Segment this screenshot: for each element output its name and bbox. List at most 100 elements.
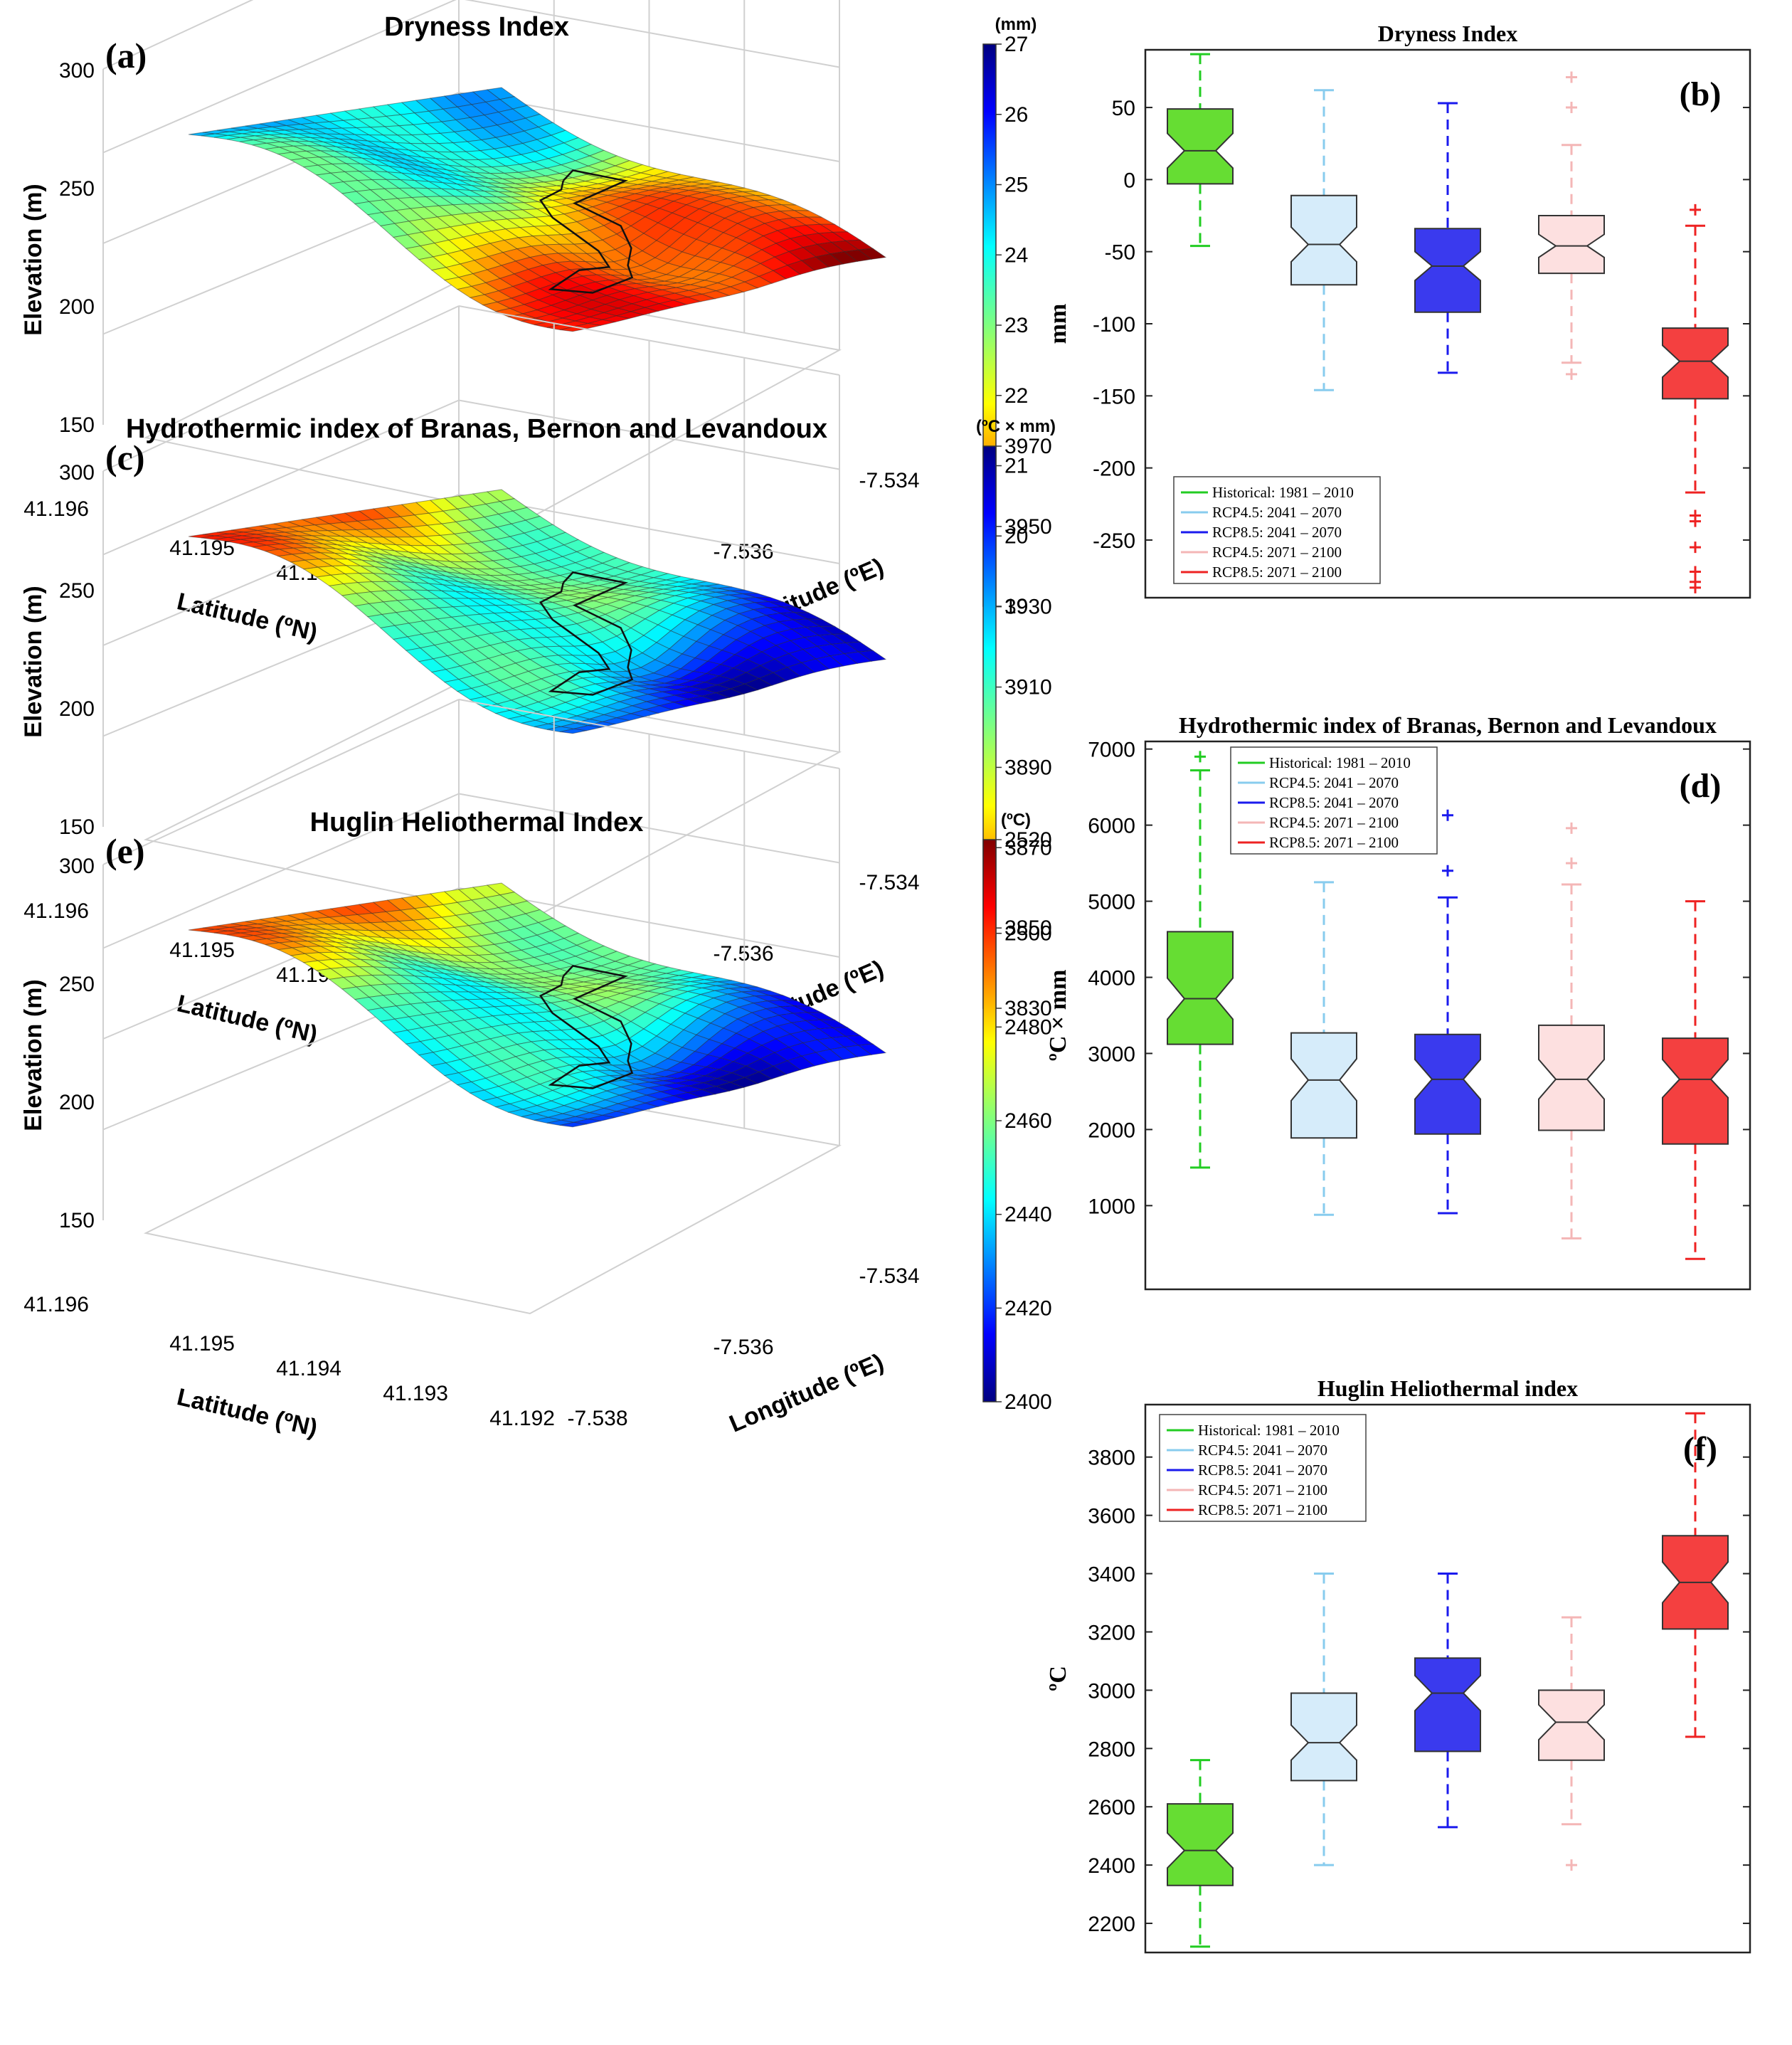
panel-title: Dryness Index: [384, 12, 569, 42]
lat-tick-label: 41.193: [383, 1382, 448, 1405]
outlier: [1442, 809, 1453, 821]
y-tick-label: 5000: [1088, 891, 1135, 914]
colorbar-tick-label: 3910: [1004, 676, 1052, 699]
y-tick-label: -50: [1105, 241, 1135, 265]
panel-title: Huglin Heliothermal Index: [310, 808, 644, 837]
colorbar-unit: (ºC × mm): [976, 417, 1056, 436]
legend-item: RCP8.5: 2071 – 2100: [1198, 1501, 1327, 1518]
colorbar-tick-label: 3970: [1004, 435, 1052, 458]
legend-item: RCP8.5: 2041 – 2070: [1198, 1462, 1327, 1479]
box: [1290, 194, 1357, 286]
legend: Historical: 1981 – 2010 RCP4.5: 2041 – 20…: [1159, 1414, 1367, 1522]
y-tick-label: 3400: [1088, 1563, 1135, 1587]
lat-tick-label: 41.196: [23, 1293, 89, 1316]
y-axis-label: ºC × mm: [1045, 970, 1071, 1062]
y-axis-label: ºC: [1045, 1666, 1071, 1691]
legend-item: RCP4.5: 2071 – 2100: [1198, 1481, 1327, 1499]
lat-tick-label: 41.192: [489, 1407, 555, 1430]
axis-edge: [102, 305, 460, 472]
outlier: [1690, 581, 1701, 593]
vineyard-boundary: [539, 965, 634, 1089]
outlier: [1566, 1859, 1577, 1871]
y-tick-label: 3000: [1088, 1042, 1135, 1066]
legend-item: RCP8.5: 2071 – 2100: [1269, 834, 1399, 851]
z-tick-label: 150: [59, 413, 95, 437]
z-tick-label: 300: [59, 59, 95, 83]
grid-line: [102, 399, 460, 556]
box: [1538, 1024, 1605, 1131]
legend-item: RCP8.5: 2071 – 2100: [1212, 564, 1342, 581]
outlier: [1690, 204, 1701, 216]
lat-tick-label: 41.195: [169, 1332, 235, 1356]
series-0: [1167, 53, 1234, 248]
box: [1167, 108, 1234, 185]
boxplot-panel-f: Huglin Heliothermal index (f) 2200 2400 2600…: [1045, 1375, 1751, 1954]
colorbar-tick-label: 2400: [1004, 1390, 1052, 1414]
z-tick-label: 250: [59, 973, 95, 996]
lon-tick-label: -7.538: [567, 1407, 627, 1430]
outlier: [1566, 857, 1577, 870]
series-3: [1538, 71, 1605, 380]
legend-item: RCP4.5: 2041 – 2070: [1212, 504, 1342, 521]
y-tick-label: -250: [1093, 529, 1135, 553]
colorbar-tick-label: 23: [1004, 314, 1028, 337]
colorbar-unit: (mm): [995, 15, 1037, 34]
legend-box: [1230, 746, 1438, 855]
series-0: [1167, 1759, 1234, 1948]
z-tick-label: 300: [59, 461, 95, 485]
y-tick-label: 2400: [1088, 1854, 1135, 1878]
colorbar-tick-label: 26: [1004, 103, 1028, 127]
y-tick-label: 4000: [1088, 967, 1135, 990]
legend-item: RCP4.5: 2071 – 2100: [1212, 544, 1342, 561]
z-tick-label: 200: [59, 697, 95, 721]
colorbar-tick-label: 2520: [1004, 828, 1052, 852]
lon-tick-label: -7.536: [713, 1336, 773, 1359]
vineyard-boundary: [539, 571, 634, 696]
colorbar-tick-label: 3850: [1004, 916, 1052, 940]
colorbar-unit: (ºC): [1001, 810, 1031, 830]
series-4: [1662, 204, 1729, 593]
outlier: [1690, 566, 1701, 578]
outlier: [1566, 102, 1577, 114]
chart-title: Huglin Heliothermal index: [1318, 1375, 1578, 1401]
y-tick-label: 3600: [1088, 1505, 1135, 1528]
series-1: [1290, 1573, 1357, 1866]
axis-floor: [143, 1075, 842, 1315]
legend-item: Historical: 1981 – 2010: [1212, 484, 1354, 501]
panel-title: Hydrothermic index of Branas, Bernon and…: [126, 414, 827, 444]
vineyard-boundary: [539, 169, 634, 294]
colorbar-tick-label: 3930: [1004, 596, 1052, 619]
legend: Historical: 1981 – 2010 RCP4.5: 2041 – 20…: [1173, 476, 1381, 584]
lat-tick-label: 41.195: [169, 939, 235, 962]
series-4: [1662, 1412, 1729, 1738]
colorbar: [982, 839, 997, 1402]
y-tick-label: 2800: [1088, 1738, 1135, 1761]
lat-tick-label: 41.196: [23, 497, 89, 521]
axis-floor: [143, 280, 842, 519]
surface-cell: [857, 650, 887, 662]
boxplot-panel-b: Dryness Index (b) -250 -200 -150 -100 -50 0 50 mm…: [1045, 21, 1751, 599]
z-tick-label: 250: [59, 579, 95, 603]
z-axis-label: Elevation (m): [20, 979, 47, 1131]
z-tick-label: 300: [59, 855, 95, 878]
z-axis-label: Elevation (m): [20, 586, 47, 737]
axis-edge: [102, 0, 254, 70]
colorbar-tick-label: 19: [1004, 595, 1028, 618]
box: [1167, 931, 1234, 1045]
z-tick-label: 200: [59, 295, 95, 319]
series-2: [1414, 1573, 1481, 1829]
box: [1290, 1692, 1357, 1782]
legend: Historical: 1981 – 2010 RCP4.5: 2041 – 20…: [1230, 746, 1438, 855]
series-0: [1167, 751, 1234, 1169]
box: [1414, 228, 1481, 313]
lat-tick-label: 41.196: [23, 899, 89, 923]
y-tick-label: 7000: [1088, 739, 1135, 762]
series-1: [1290, 89, 1357, 391]
y-tick-label: 6000: [1088, 815, 1135, 838]
z-tick-label: 200: [59, 1091, 95, 1114]
series-3: [1538, 1616, 1605, 1871]
panel-label: (c): [105, 438, 145, 477]
surface-cell: [857, 1043, 887, 1055]
z-tick-label: 150: [59, 1209, 95, 1232]
series-2: [1414, 809, 1481, 1215]
